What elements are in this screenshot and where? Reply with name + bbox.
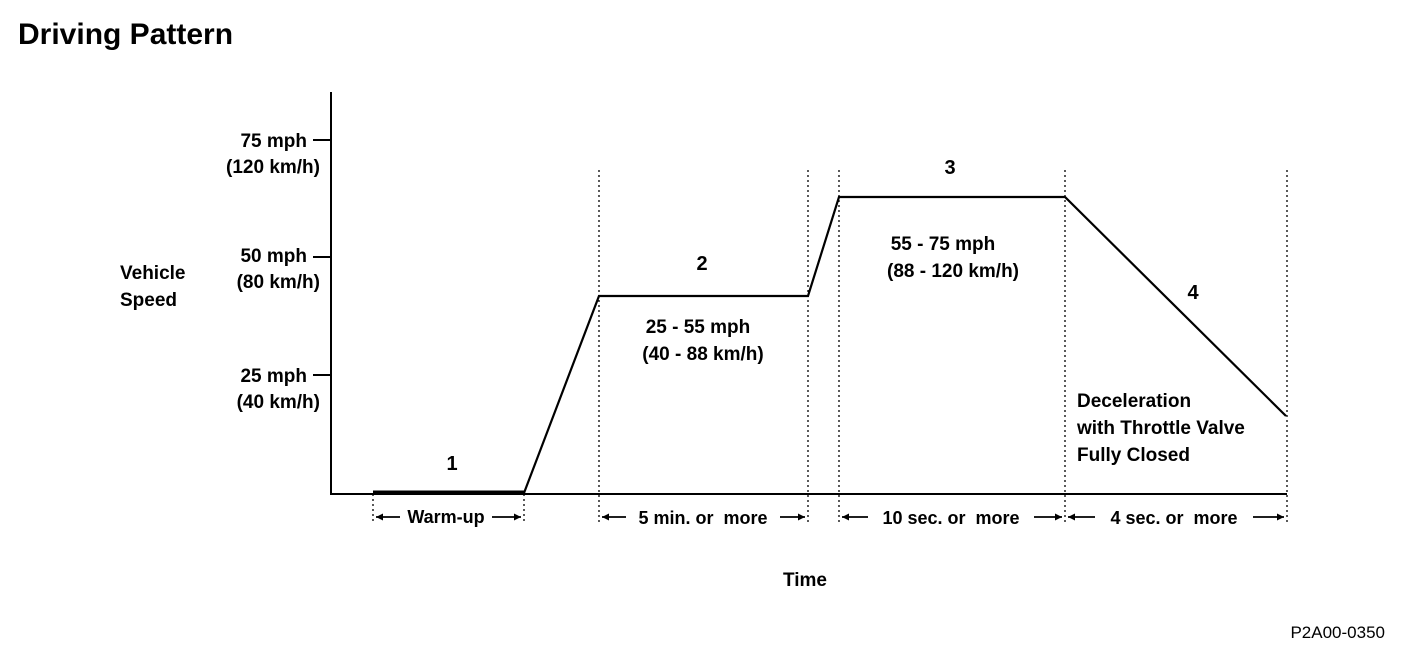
segment-1-number: 1	[446, 453, 457, 475]
y-tick-label-75-mph: 75 mph	[240, 131, 307, 152]
segment-4-note-line2: with Throttle Valve	[1076, 418, 1245, 439]
figure-code: P2A00-0350	[1290, 623, 1385, 642]
segment-3-speed-kmh: (88 - 120 km/h)	[887, 261, 1019, 282]
segment-3-number: 3	[944, 157, 955, 179]
segment-2-speed-kmh: (40 - 88 km/h)	[642, 344, 763, 365]
y-axis-title-line1: Vehicle	[120, 263, 186, 284]
y-tick-label-50-mph: 50 mph	[240, 246, 307, 267]
duration-label-seg3: 10 sec. or more	[882, 508, 1019, 528]
y-tick-label-25-kmh: (40 km/h)	[237, 392, 320, 413]
segment-4-note-line3: Fully Closed	[1077, 445, 1190, 466]
y-tick-label-75-kmh: (120 km/h)	[226, 157, 320, 178]
duration-label-warmup: Warm-up	[407, 507, 484, 527]
y-axis-title-line2: Speed	[120, 290, 177, 311]
segment-2-speed-mph: 25 - 55 mph	[646, 317, 751, 338]
segment-2-number: 2	[696, 253, 707, 275]
y-tick-label-50-kmh: (80 km/h)	[237, 272, 320, 293]
segment-4-number: 4	[1187, 282, 1199, 304]
y-tick-label-25-mph: 25 mph	[240, 366, 307, 387]
segment-4-note-line1: Deceleration	[1077, 391, 1191, 412]
speed-profile-line	[522, 195, 1287, 494]
x-axis-title: Time	[783, 570, 827, 591]
duration-label-seg4: 4 sec. or more	[1110, 508, 1237, 528]
segment-3-speed-mph: 55 - 75 mph	[891, 234, 996, 255]
diagram-title: Driving Pattern	[18, 18, 233, 51]
duration-label-seg2: 5 min. or more	[638, 508, 767, 528]
